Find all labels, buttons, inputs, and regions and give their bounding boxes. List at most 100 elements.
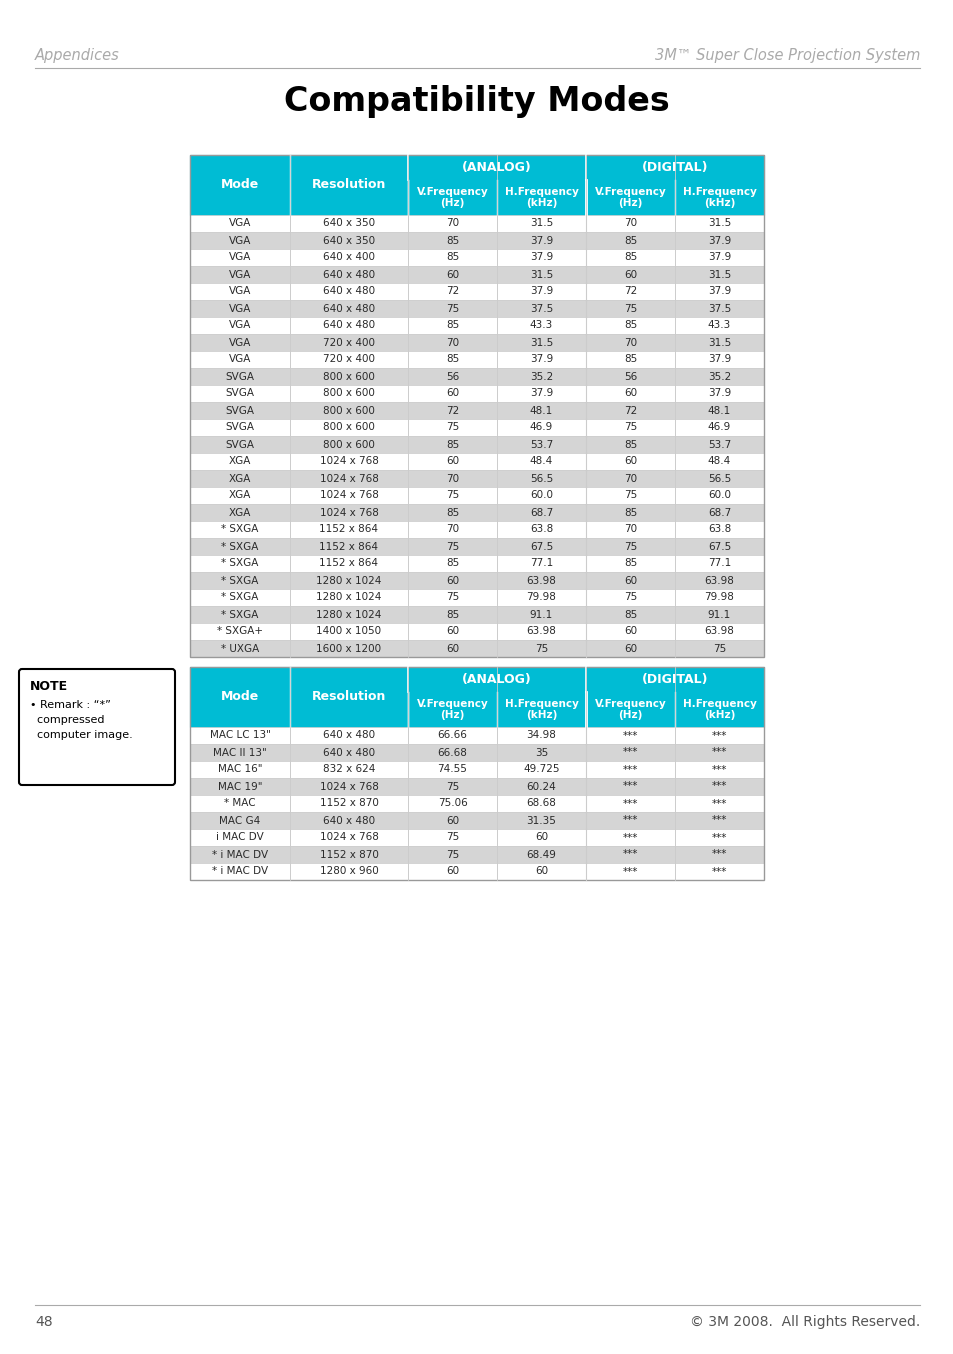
Text: 35: 35	[535, 747, 548, 757]
Bar	[585, 571, 675, 589]
Text: 75: 75	[623, 490, 637, 501]
Bar	[497, 538, 585, 555]
Text: * MAC: * MAC	[224, 799, 255, 808]
Text: 35.2: 35.2	[529, 371, 553, 382]
Bar	[408, 795, 497, 812]
Text: * SXGA: * SXGA	[221, 542, 258, 551]
Text: XGA: XGA	[229, 474, 251, 483]
Bar	[190, 418, 290, 436]
Bar	[190, 795, 290, 812]
Bar	[585, 249, 675, 265]
Bar	[190, 265, 290, 283]
Text: 1024 x 768: 1024 x 768	[319, 508, 378, 517]
Bar	[190, 334, 290, 351]
Text: 63.98: 63.98	[526, 627, 556, 636]
Text: 70: 70	[623, 474, 637, 483]
Text: ***: ***	[711, 867, 726, 876]
Bar	[675, 779, 763, 795]
Bar	[497, 334, 585, 351]
Bar	[675, 215, 763, 232]
Bar	[675, 846, 763, 862]
Text: 48.4: 48.4	[529, 456, 553, 467]
Text: 85: 85	[445, 609, 458, 620]
Text: 53.7: 53.7	[707, 440, 730, 450]
Text: 60: 60	[623, 269, 637, 279]
Bar	[497, 779, 585, 795]
Bar	[497, 743, 585, 761]
Text: 91.1: 91.1	[529, 609, 553, 620]
Bar	[190, 454, 290, 470]
Text: VGA: VGA	[229, 303, 251, 314]
Text: ***: ***	[622, 747, 638, 757]
Text: 832 x 624: 832 x 624	[322, 765, 375, 774]
Bar	[675, 402, 763, 418]
Text: H.Frequency
(kHz): H.Frequency (kHz)	[681, 699, 756, 720]
Bar	[585, 385, 675, 402]
Text: 60: 60	[445, 575, 458, 585]
Bar	[497, 829, 585, 846]
Text: 640 x 480: 640 x 480	[323, 303, 375, 314]
Text: ***: ***	[711, 833, 726, 842]
Text: 37.9: 37.9	[707, 287, 730, 297]
Bar	[190, 154, 763, 657]
Bar	[190, 668, 763, 880]
Bar	[290, 555, 408, 571]
Text: 85: 85	[445, 440, 458, 450]
Bar	[585, 862, 675, 880]
Text: 85: 85	[445, 321, 458, 330]
Text: 43.3: 43.3	[529, 321, 553, 330]
Text: V.Frequency
(Hz): V.Frequency (Hz)	[416, 187, 488, 209]
Text: 70: 70	[623, 524, 637, 535]
Bar	[585, 454, 675, 470]
Bar	[585, 351, 675, 368]
Text: 1152 x 870: 1152 x 870	[319, 799, 378, 808]
Bar	[290, 215, 408, 232]
Text: * SXGA: * SXGA	[221, 609, 258, 620]
Bar	[585, 761, 675, 779]
Text: 49.725: 49.725	[522, 765, 559, 774]
Bar	[585, 743, 675, 761]
Bar	[408, 829, 497, 846]
Bar	[408, 301, 497, 317]
Text: 46.9: 46.9	[707, 422, 730, 432]
Text: VGA: VGA	[229, 236, 251, 245]
Text: ***: ***	[711, 799, 726, 808]
Text: 75.06: 75.06	[437, 799, 467, 808]
Text: Appendices: Appendices	[35, 47, 120, 64]
Text: Resolution: Resolution	[312, 179, 386, 191]
Text: H.Frequency
(kHz): H.Frequency (kHz)	[504, 187, 578, 209]
Text: 74.55: 74.55	[437, 765, 467, 774]
Bar	[290, 846, 408, 862]
Text: 640 x 480: 640 x 480	[323, 815, 375, 826]
Bar	[290, 504, 408, 521]
Bar	[585, 812, 675, 829]
Bar	[585, 487, 675, 504]
Bar	[190, 402, 290, 418]
Text: 60: 60	[445, 389, 458, 398]
Text: 75: 75	[445, 833, 458, 842]
Bar	[675, 538, 763, 555]
Bar	[290, 640, 408, 657]
Bar	[675, 487, 763, 504]
Bar	[190, 521, 290, 538]
Bar	[408, 249, 497, 265]
Bar	[585, 301, 675, 317]
Bar	[408, 640, 497, 657]
Bar	[408, 232, 497, 249]
Bar	[585, 334, 675, 351]
Text: MAC 19": MAC 19"	[217, 781, 262, 792]
Text: MAC G4: MAC G4	[219, 815, 260, 826]
Text: 60: 60	[535, 867, 547, 876]
Text: 60: 60	[623, 575, 637, 585]
Bar	[675, 351, 763, 368]
Text: 85: 85	[623, 440, 637, 450]
Bar	[290, 436, 408, 454]
Text: 70: 70	[445, 474, 458, 483]
Text: 75: 75	[623, 303, 637, 314]
Text: 60.0: 60.0	[530, 490, 553, 501]
Bar	[290, 402, 408, 418]
Text: * SXGA: * SXGA	[221, 558, 258, 569]
Bar	[408, 779, 497, 795]
Bar	[675, 180, 763, 215]
Bar	[290, 265, 408, 283]
